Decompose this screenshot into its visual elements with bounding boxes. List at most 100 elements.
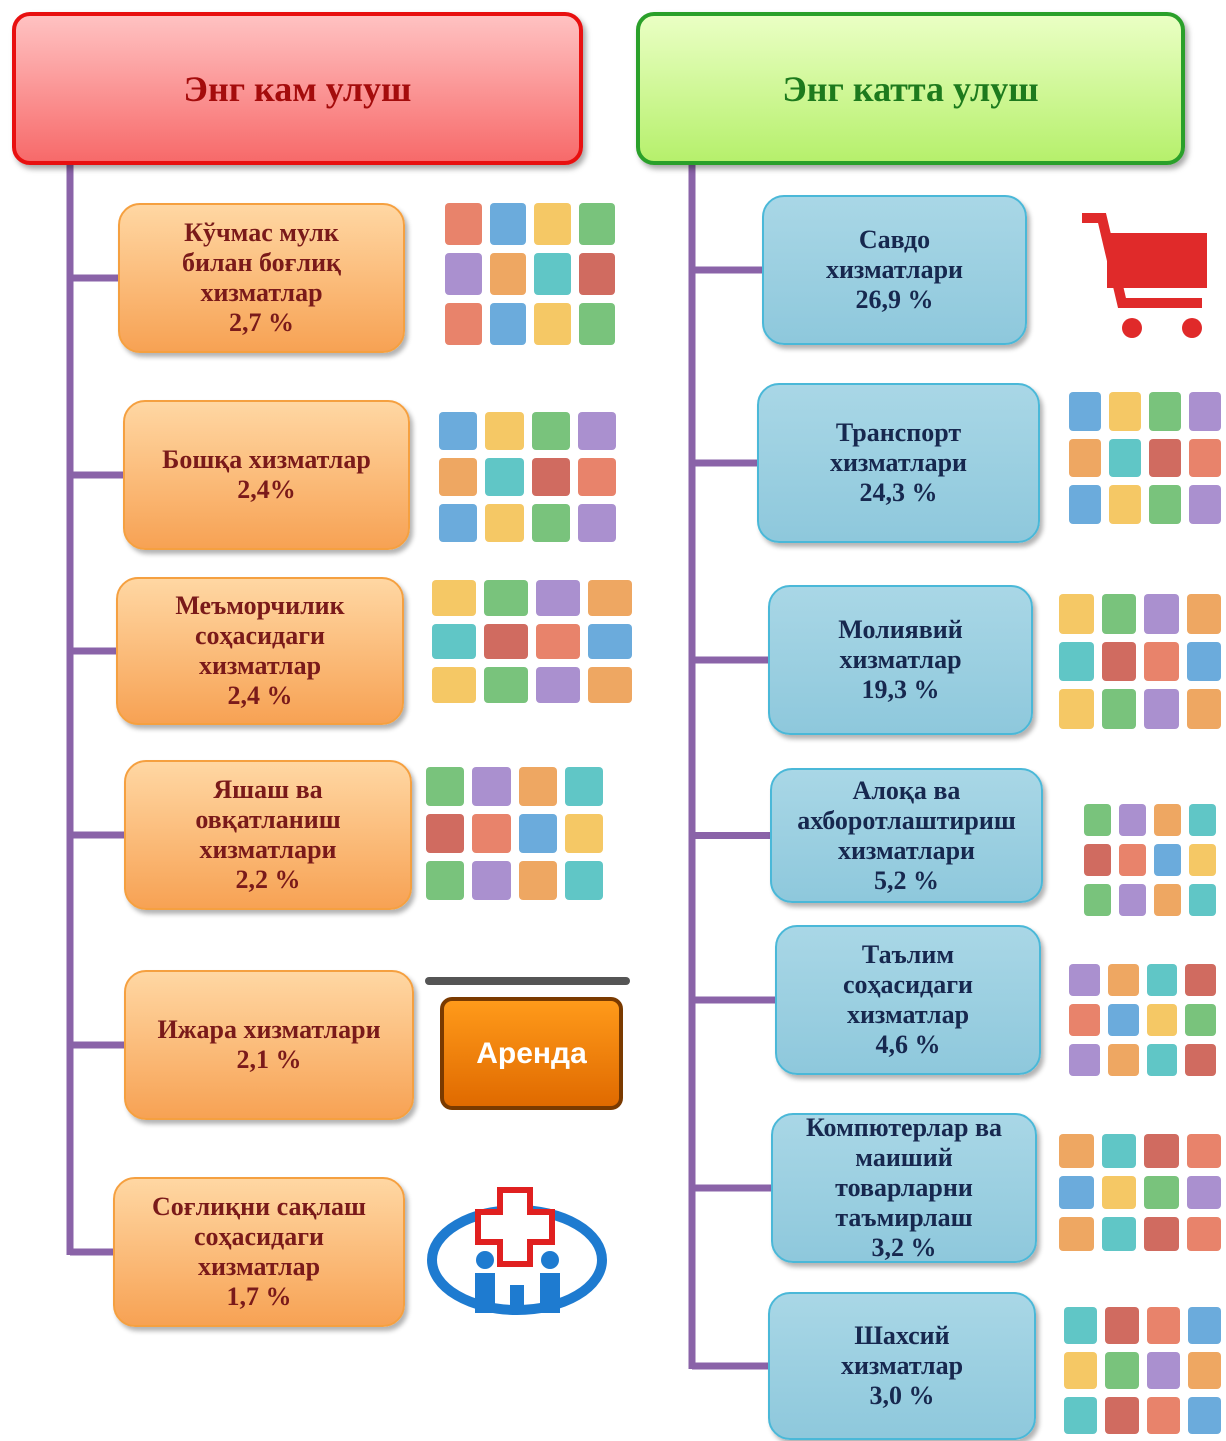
illustration bbox=[1060, 1303, 1225, 1438]
icon-tile bbox=[426, 767, 464, 806]
icon-tile bbox=[532, 458, 570, 496]
icon-tile bbox=[439, 412, 477, 450]
icon-tile bbox=[1102, 1217, 1137, 1251]
icon-tile bbox=[472, 767, 510, 806]
icon-tile bbox=[1059, 1134, 1094, 1168]
item-label: билан боғлиқ bbox=[182, 248, 341, 278]
icon-tile bbox=[1188, 1307, 1221, 1344]
icon-tile bbox=[1105, 1307, 1138, 1344]
left-header: Энг кам улуш bbox=[12, 12, 583, 165]
icon-tile bbox=[1187, 689, 1222, 729]
icon-tile bbox=[485, 504, 523, 542]
icon-tile bbox=[426, 861, 464, 900]
item-share: 3,2 % bbox=[872, 1233, 937, 1263]
icon-tile bbox=[1059, 642, 1094, 682]
item-label: хизматлар bbox=[847, 1000, 969, 1030]
icon-tile bbox=[579, 203, 616, 245]
illustration: Аренда bbox=[425, 965, 630, 1115]
icon-tile bbox=[490, 203, 527, 245]
page: Энг кам улуш Энг катта улуш (() => { con… bbox=[0, 0, 1226, 1441]
item-label: Кўчмас мулк bbox=[184, 218, 339, 248]
item-label: хизматлари bbox=[826, 255, 963, 285]
icon-tile bbox=[578, 458, 616, 496]
item-share: 3,0 % bbox=[870, 1381, 935, 1411]
icon-tile bbox=[490, 303, 527, 345]
icon-tile bbox=[536, 624, 580, 660]
icon-tile bbox=[519, 861, 557, 900]
item-box: Транспортхизматлари24,3 % bbox=[757, 383, 1040, 543]
item-label: Молиявий bbox=[838, 615, 963, 645]
icon-tile bbox=[1189, 392, 1221, 431]
item-label: хизматлар bbox=[200, 278, 322, 308]
sign-board: Аренда bbox=[440, 997, 623, 1110]
illustration bbox=[1065, 388, 1225, 528]
item-label: маиший bbox=[855, 1143, 952, 1173]
item-label: ахборотлаштириш bbox=[797, 806, 1016, 836]
icon-tile bbox=[432, 624, 476, 660]
icon-tile bbox=[1189, 439, 1221, 478]
icon-tile bbox=[484, 580, 528, 616]
icon-tile bbox=[1144, 642, 1179, 682]
item-share: 2,7 % bbox=[229, 308, 294, 338]
icon-tile bbox=[1109, 392, 1141, 431]
icon-tile bbox=[1189, 804, 1216, 836]
sign-bar bbox=[425, 977, 630, 985]
item-box: Савдохизматлари26,9 % bbox=[762, 195, 1027, 345]
item-share: 1,7 % bbox=[227, 1282, 292, 1312]
icon-tile bbox=[1187, 594, 1222, 634]
health-icon bbox=[425, 1185, 610, 1315]
illustration bbox=[1065, 960, 1220, 1080]
icon-tile bbox=[1187, 1176, 1222, 1210]
icon-tile bbox=[1154, 884, 1181, 916]
item-share: 24,3 % bbox=[860, 478, 938, 508]
icon-tile bbox=[519, 814, 557, 853]
item-label: хизматлари bbox=[199, 835, 336, 865]
icon-tile bbox=[588, 667, 632, 703]
icon-tile bbox=[1187, 642, 1222, 682]
icon-tile bbox=[1189, 844, 1216, 876]
icon-tile bbox=[532, 504, 570, 542]
icon-tile bbox=[1144, 594, 1179, 634]
icon-tile bbox=[1185, 1044, 1216, 1076]
item-share: 2,4% bbox=[237, 475, 296, 505]
icon-tile bbox=[588, 580, 632, 616]
icon-tile bbox=[1069, 1044, 1100, 1076]
icon-tile bbox=[1108, 964, 1139, 996]
icon-tile bbox=[1147, 964, 1178, 996]
icon-tile bbox=[1189, 884, 1216, 916]
item-label: Яшаш ва bbox=[213, 775, 322, 805]
icon-tile bbox=[1185, 1004, 1216, 1036]
illustration bbox=[1055, 1130, 1225, 1255]
illustration bbox=[435, 408, 620, 546]
icon-tile bbox=[1149, 392, 1181, 431]
illustration bbox=[1052, 208, 1222, 348]
item-share: 26,9 % bbox=[856, 285, 934, 315]
icon-tile bbox=[578, 412, 616, 450]
icon-tile bbox=[1108, 1004, 1139, 1036]
icon-tile bbox=[578, 504, 616, 542]
icon-tile bbox=[1119, 884, 1146, 916]
icon-tile bbox=[532, 412, 570, 450]
item-share: 5,2 % bbox=[874, 866, 939, 896]
icon-tile bbox=[439, 458, 477, 496]
item-share: 2,4 % bbox=[228, 681, 293, 711]
item-label: хизматлар bbox=[199, 651, 321, 681]
icon-tile bbox=[1105, 1352, 1138, 1389]
item-box: Алоқа ваахборотлаштиришхизматлари5,2 % bbox=[770, 768, 1043, 903]
icon-tile bbox=[490, 253, 527, 295]
icon-tile bbox=[1119, 844, 1146, 876]
icon-tile bbox=[1105, 1397, 1138, 1434]
illustration bbox=[1080, 800, 1220, 920]
item-label: соҳасидаги bbox=[195, 621, 325, 651]
icon-tile bbox=[1189, 485, 1221, 524]
icon-tile bbox=[519, 767, 557, 806]
icon-tile bbox=[534, 303, 571, 345]
item-label: Меъморчилик bbox=[175, 591, 344, 621]
icon-tile bbox=[1069, 964, 1100, 996]
icon-tile bbox=[1059, 1176, 1094, 1210]
item-label: Компютерлар ва bbox=[806, 1113, 1002, 1143]
